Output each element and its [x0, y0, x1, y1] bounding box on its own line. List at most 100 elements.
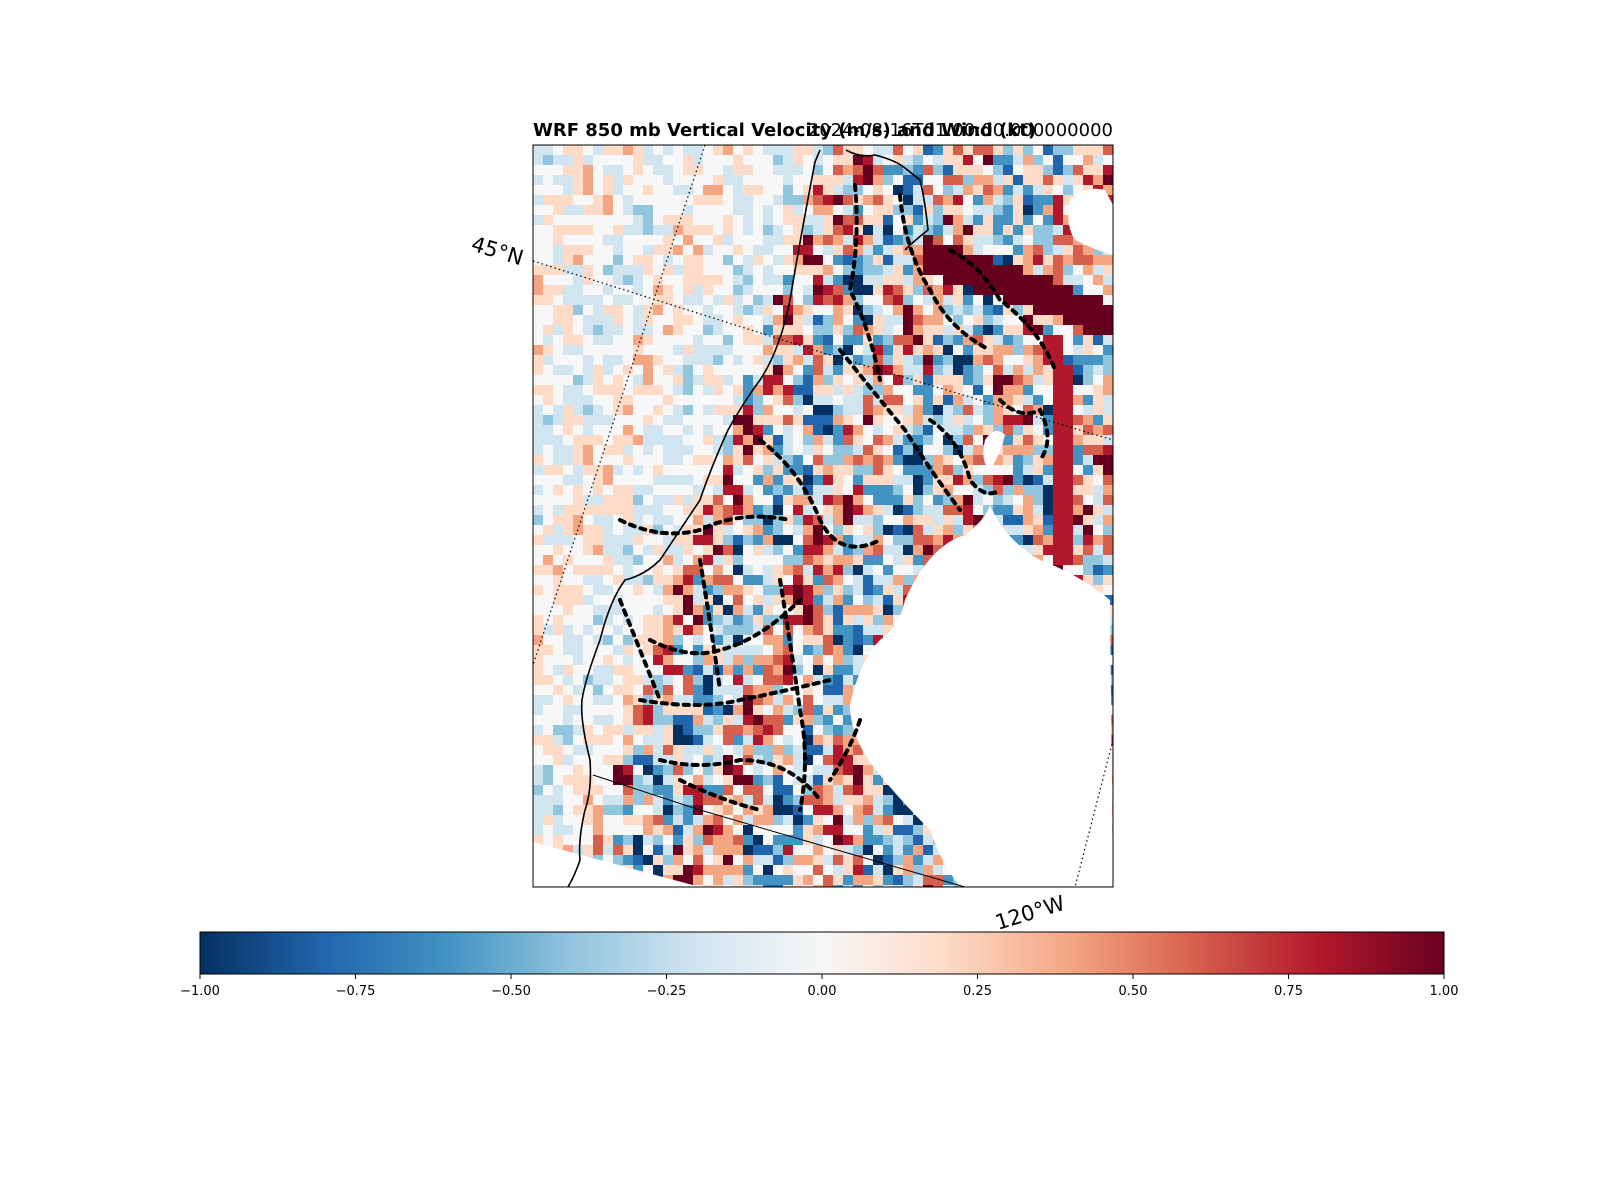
- field-cell: [713, 415, 724, 426]
- field-cell: [693, 245, 704, 256]
- field-cell: [623, 265, 634, 276]
- field-cell: [743, 255, 754, 266]
- field-cell: [603, 475, 614, 486]
- field-cell: [873, 595, 884, 606]
- field-cell: [723, 525, 734, 536]
- field-cell: [1103, 435, 1113, 446]
- field-cell: [1003, 325, 1014, 336]
- field-cell: [793, 865, 804, 876]
- field-cell: [643, 585, 654, 596]
- field-cell: [713, 385, 724, 396]
- field-cell: [753, 245, 764, 256]
- field-cell: [643, 605, 654, 616]
- field-cell: [743, 615, 754, 626]
- field-cell: [1023, 435, 1034, 446]
- field-cell: [1063, 145, 1074, 156]
- field-cell: [983, 405, 994, 416]
- field-cell: [823, 315, 834, 326]
- field-cell: [953, 415, 964, 426]
- field-cell: [573, 815, 584, 826]
- field-cell: [783, 815, 794, 826]
- field-cell: [963, 225, 974, 236]
- field-cell: [803, 785, 814, 796]
- field-cell: [803, 445, 814, 456]
- field-cell: [913, 425, 924, 436]
- field-cell: [833, 755, 844, 766]
- field-cell: [683, 785, 694, 796]
- field-cell: [1063, 415, 1074, 426]
- field-cell: [783, 745, 794, 756]
- field-cell: [683, 795, 694, 806]
- field-cell: [553, 555, 564, 566]
- field-cell: [593, 155, 604, 166]
- field-cell: [1023, 145, 1034, 156]
- field-cell: [673, 715, 684, 726]
- field-cell: [1083, 465, 1094, 476]
- field-cell: [873, 165, 884, 176]
- field-cell: [773, 775, 784, 786]
- field-cell: [763, 785, 774, 796]
- field-cell: [823, 235, 834, 246]
- field-cell: [833, 215, 844, 226]
- field-cell: [803, 285, 814, 296]
- field-cell: [823, 585, 834, 596]
- field-cell: [923, 405, 934, 416]
- field-cell: [903, 365, 914, 376]
- field-cell: [533, 535, 544, 546]
- field-cell: [873, 605, 884, 616]
- field-cell: [1063, 175, 1074, 186]
- field-cell: [873, 195, 884, 206]
- field-cell: [603, 285, 614, 296]
- field-cell: [963, 345, 974, 356]
- field-cell: [693, 425, 704, 436]
- field-cell: [753, 805, 764, 816]
- field-cell: [683, 705, 694, 716]
- field-cell: [1003, 305, 1014, 316]
- field-cell: [793, 725, 804, 736]
- field-cell: [783, 575, 794, 586]
- field-cell: [753, 585, 764, 596]
- field-cell: [713, 175, 724, 186]
- field-cell: [673, 195, 684, 206]
- field-cell: [1053, 505, 1064, 516]
- field-cell: [833, 305, 844, 316]
- field-cell: [663, 505, 674, 516]
- field-cell: [743, 585, 754, 596]
- field-cell: [573, 645, 584, 656]
- field-cell: [843, 555, 854, 566]
- field-cell: [833, 465, 844, 476]
- field-cell: [923, 335, 934, 346]
- field-cell: [923, 175, 934, 186]
- field-cell: [563, 505, 574, 516]
- field-cell: [963, 395, 974, 406]
- field-cell: [753, 855, 764, 866]
- field-cell: [1103, 455, 1113, 466]
- field-cell: [683, 315, 694, 326]
- field-cell: [793, 265, 804, 276]
- field-cell: [543, 295, 554, 306]
- field-cell: [743, 315, 754, 326]
- field-cell: [773, 155, 784, 166]
- field-cell: [843, 885, 854, 887]
- field-cell: [903, 355, 914, 366]
- field-cell: [533, 175, 544, 186]
- field-cell: [543, 215, 554, 226]
- field-cell: [533, 445, 544, 456]
- field-cell: [703, 145, 714, 156]
- field-cell: [973, 335, 984, 346]
- field-cell: [1103, 405, 1113, 416]
- field-cell: [623, 465, 634, 476]
- field-cell: [693, 355, 704, 366]
- field-cell: [813, 715, 824, 726]
- field-cell: [723, 545, 734, 556]
- field-cell: [693, 835, 704, 846]
- field-cell: [893, 375, 904, 386]
- field-cell: [813, 225, 824, 236]
- field-cell: [833, 485, 844, 496]
- field-cell: [993, 385, 1004, 396]
- field-cell: [663, 865, 674, 876]
- field-cell: [763, 575, 774, 586]
- field-cell: [563, 175, 574, 186]
- field-cell: [683, 355, 694, 366]
- field-cell: [1023, 515, 1034, 526]
